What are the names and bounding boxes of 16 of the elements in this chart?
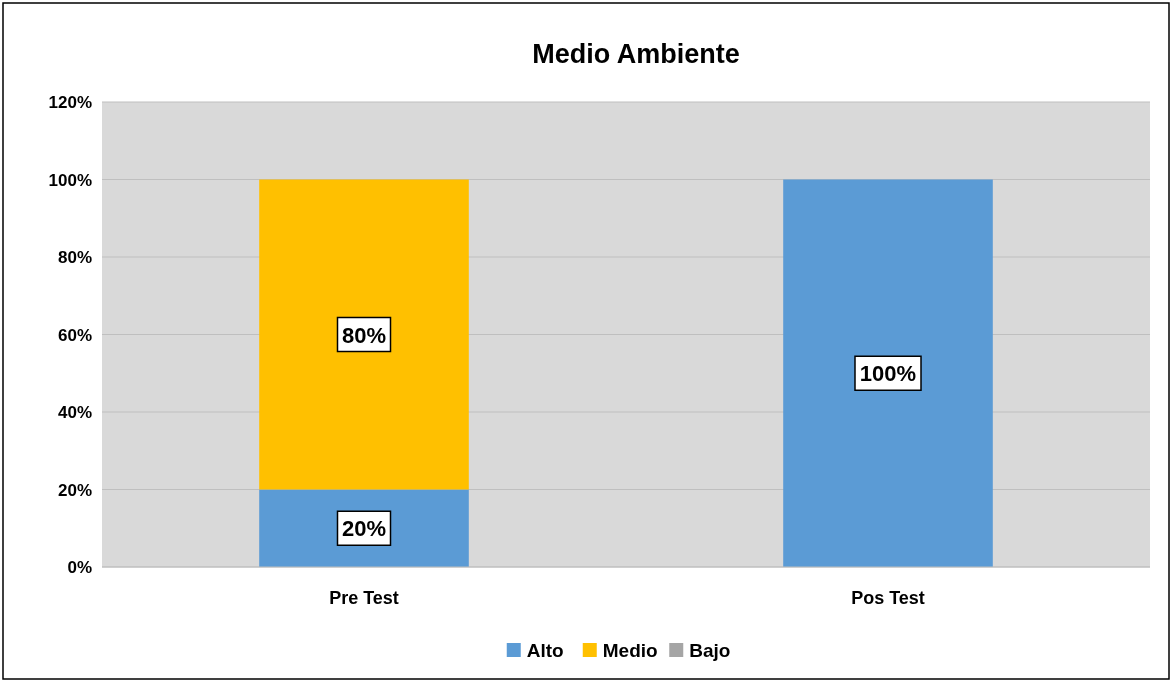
y-tick-label: 60% <box>57 325 92 345</box>
y-tick-label: 20% <box>57 480 92 500</box>
legend-label: Medio <box>602 640 658 661</box>
data-label: 100% <box>859 361 917 387</box>
y-tick-label: 120% <box>48 93 92 112</box>
y-tick-label: 40% <box>57 403 92 422</box>
x-tick-label: Pre Test <box>329 588 399 608</box>
y-tick-label: 80% <box>57 248 92 267</box>
x-tick-label: Pos Test <box>851 588 925 608</box>
data-label: 20% <box>341 516 387 542</box>
legend-label: Alto <box>526 640 564 661</box>
legend-label: Bajo <box>689 640 731 661</box>
chart-title: Medio Ambiente <box>532 39 740 69</box>
data-label: 80% <box>341 322 387 348</box>
y-tick-label: 0% <box>67 558 92 577</box>
y-tick-label: 100% <box>48 170 92 190</box>
